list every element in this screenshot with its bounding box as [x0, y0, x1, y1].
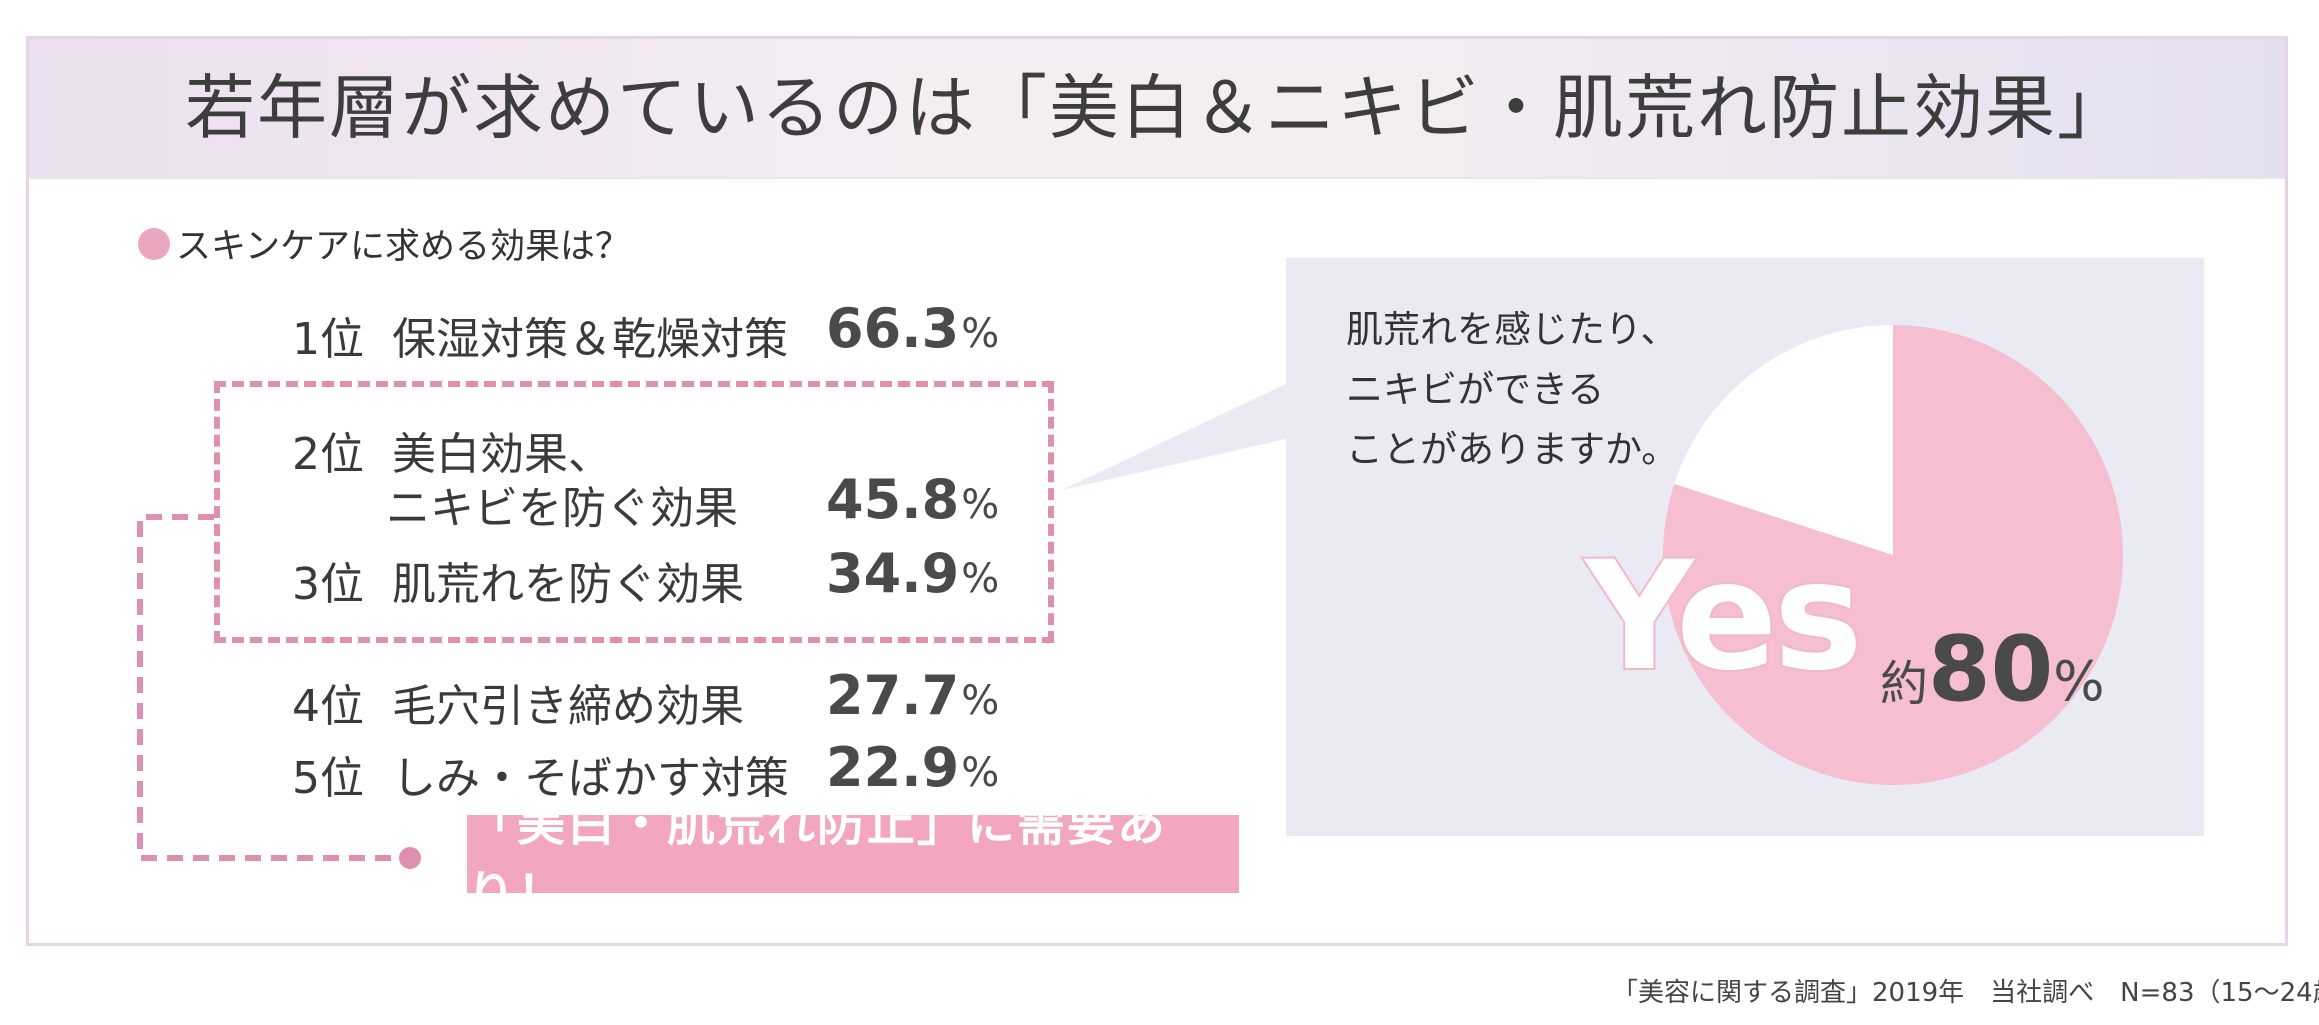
rank-1-position: 1位	[292, 314, 364, 365]
survey-question-line-1: 肌荒れを感じたり、	[1346, 308, 1678, 351]
rank-3-position: 3位	[292, 559, 364, 610]
rank-2-label-line2: ニキビを防ぐ効果	[386, 483, 738, 534]
rank-1-label: 保湿対策＆乾燥対策	[392, 314, 788, 365]
rank-2-number: 45.8	[826, 468, 960, 531]
page-title: 若年層が求めているのは「美白＆ニキビ・肌荒れ防止効果」	[185, 67, 2129, 149]
rank-4-label: 毛穴引き締め効果	[392, 681, 744, 732]
rank-3-value: 34.9%	[826, 542, 999, 605]
rank-2-row: 2位 美白効果、	[292, 418, 612, 482]
rank-4-value: 27.7%	[826, 664, 999, 727]
rank-2-unit: %	[961, 482, 1000, 528]
conclusion-banner: 「美白・肌荒れ防止」に需要あり！	[467, 796, 1239, 922]
yes-number: 80	[1928, 617, 2054, 722]
title-band: 若年層が求めているのは「美白＆ニキビ・肌荒れ防止効果」	[29, 39, 2285, 179]
yes-value: 約80%	[1880, 617, 2105, 722]
question-text: スキンケアに求める効果は？	[176, 227, 630, 267]
survey-question: 肌荒れを感じたり、 ニキビができる ことがありますか。	[1346, 300, 1678, 480]
yes-unit: %	[2053, 650, 2105, 713]
rank-2-label: 美白効果、	[392, 429, 612, 480]
rank-5-label: しみ・そばかす対策	[392, 753, 789, 804]
bullet-icon	[138, 227, 170, 260]
question-heading: スキンケアに求める効果は？	[138, 218, 630, 269]
rank-3-label: 肌荒れを防ぐ効果	[392, 559, 744, 610]
rank-1-value: 66.3%	[826, 297, 999, 360]
rank-2-position: 2位	[292, 429, 364, 480]
rank-1-number: 66.3	[826, 297, 960, 360]
highlight-dashed-box	[214, 381, 1054, 643]
rank-5-unit: %	[961, 750, 1000, 796]
survey-question-line-2: ニキビができる	[1346, 368, 1605, 411]
rank-3-unit: %	[961, 556, 1000, 602]
rank-1-row: 1位 保湿対策＆乾燥対策	[292, 303, 788, 367]
rank-4-row: 4位 毛穴引き締め効果	[292, 670, 744, 734]
rank-4-position: 4位	[292, 681, 364, 732]
rank-3-number: 34.9	[826, 542, 960, 605]
footnote: 「美容に関する調査」2019年 当社調べ N=83（15〜24歳）	[1612, 978, 2319, 1008]
rank-4-number: 27.7	[826, 664, 960, 727]
yes-label: Yes	[1583, 528, 1865, 706]
rank-2-value: 45.8%	[826, 468, 999, 531]
rank-4-unit: %	[961, 678, 1000, 724]
rank-5-number: 22.9	[826, 736, 960, 799]
rank-5-value: 22.9%	[826, 736, 999, 799]
rank-5-position: 5位	[292, 753, 364, 804]
rank-1-unit: %	[961, 311, 1000, 357]
survey-question-line-3: ことがありますか。	[1346, 428, 1679, 471]
rank-3-row: 3位 肌荒れを防ぐ効果	[292, 548, 744, 612]
yes-prefix: 約	[1880, 656, 1929, 712]
